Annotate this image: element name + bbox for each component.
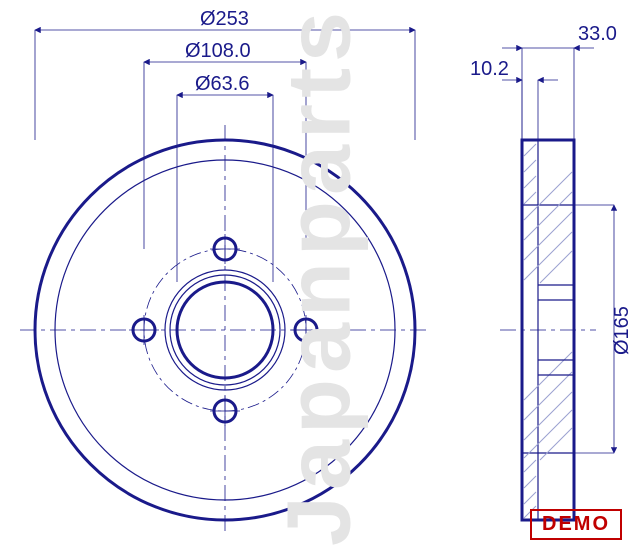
front-view: [20, 125, 430, 535]
dim-width-label: 33.0: [578, 23, 617, 45]
engineering-drawing: Ø253 Ø108.0 Ø63.6 33.0 10.2 Ø165: [0, 0, 640, 552]
dim-bolt-circle-dia-label: Ø108.0: [185, 40, 251, 62]
dim-width: 33.0: [502, 23, 617, 140]
dim-outer-dia-label: Ø253: [200, 8, 249, 30]
side-view: [500, 140, 596, 520]
dim-thickness-label: 10.2: [470, 58, 509, 80]
dim-center-bore-dia-label: Ø63.6: [195, 73, 249, 95]
dim-hub-height: Ø165: [574, 205, 633, 453]
demo-stamp: DEMO: [530, 509, 622, 540]
dim-thickness: 10.2: [470, 58, 558, 140]
dim-hub-height-label: Ø165: [611, 306, 633, 355]
